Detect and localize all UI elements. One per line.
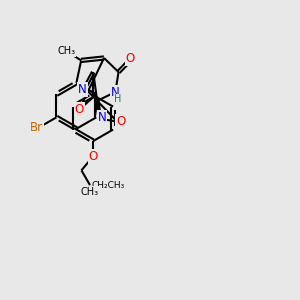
Text: CH₃: CH₃ [57,46,75,56]
Text: O: O [126,52,135,65]
Text: H: H [114,94,122,104]
Text: CH₂CH₃: CH₂CH₃ [92,181,125,190]
Text: O: O [116,115,125,128]
Text: N: N [78,83,87,96]
Text: O: O [88,150,98,163]
Text: N: N [111,85,120,98]
Text: N: N [98,111,106,124]
Text: O: O [75,103,84,116]
Text: Br: Br [30,122,43,134]
Text: CH₃: CH₃ [81,187,99,196]
